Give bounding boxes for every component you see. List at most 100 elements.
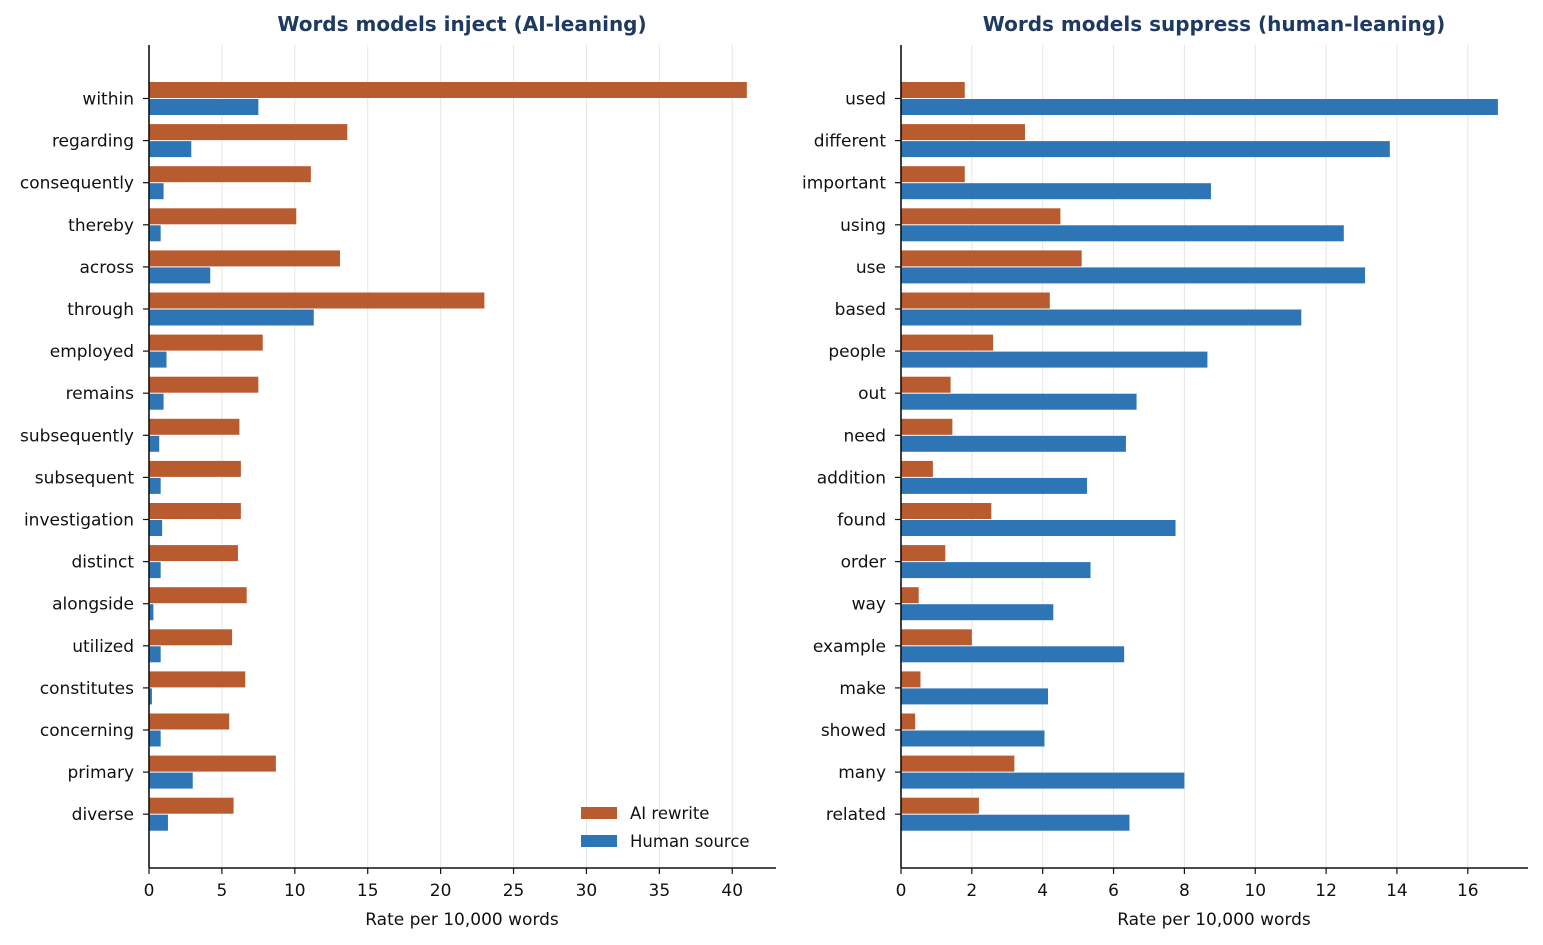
y-tick-label: used <box>845 90 886 110</box>
y-tick-label: showed <box>821 721 886 741</box>
y-tick-label: diverse <box>72 805 134 825</box>
bar-human-subsequently <box>149 435 160 452</box>
bar-human-distinct <box>149 562 161 579</box>
left-chart-title: Words models inject (AI-leaning) <box>277 12 646 36</box>
bar-ai-use <box>901 250 1082 267</box>
x-tick-label: 35 <box>649 881 671 901</box>
x-tick-label: 4 <box>1037 881 1048 901</box>
y-tick-label: use <box>856 258 886 278</box>
bar-ai-employed <box>149 334 263 351</box>
bar-human-investigation <box>149 520 163 536</box>
bar-human-thereby <box>149 225 161 242</box>
bar-human-diverse <box>149 814 168 831</box>
x-tick-label: 20 <box>430 881 452 901</box>
y-tick-label: thereby <box>68 216 134 236</box>
bar-human-across <box>149 267 211 284</box>
y-tick-label: constitutes <box>40 679 134 699</box>
bar-human-utilized <box>149 646 161 663</box>
x-tick-label: 5 <box>216 881 227 901</box>
bar-human-example <box>901 646 1125 663</box>
right-chart-xlabel: Rate per 10,000 words <box>1117 910 1311 930</box>
y-tick-label: found <box>837 511 886 531</box>
bar-human-make <box>901 688 1049 705</box>
left-chart-panel: Words models inject (AI-leaning) Rate pe… <box>20 12 776 930</box>
bar-ai-using <box>901 208 1061 225</box>
bar-ai-primary <box>149 755 276 772</box>
y-tick-label: subsequently <box>20 426 134 446</box>
bar-ai-through <box>149 292 485 309</box>
bar-ai-diverse <box>149 797 234 814</box>
x-tick-label: 10 <box>284 881 306 901</box>
y-tick-label: alongside <box>52 595 134 615</box>
y-tick-label: concerning <box>40 721 134 741</box>
y-tick-label: regarding <box>52 132 134 152</box>
bar-human-employed <box>149 351 167 368</box>
x-tick-label: 2 <box>966 881 977 901</box>
bar-human-use <box>901 267 1366 284</box>
bar-human-important <box>901 183 1211 200</box>
bar-ai-subsequent <box>149 460 241 477</box>
bar-human-concerning <box>149 730 161 747</box>
x-tick-label: 30 <box>576 881 598 901</box>
bar-ai-found <box>901 503 992 519</box>
bar-ai-concerning <box>149 713 230 730</box>
bar-human-way <box>901 604 1054 621</box>
bar-ai-showed <box>901 713 916 730</box>
bar-ai-remains <box>149 376 259 393</box>
y-tick-label: subsequent <box>35 468 135 488</box>
y-tick-label: addition <box>817 468 886 488</box>
x-tick-label: 25 <box>503 881 525 901</box>
bar-ai-need <box>901 418 953 435</box>
x-tick-label: 16 <box>1457 881 1479 901</box>
bar-ai-based <box>901 292 1050 309</box>
bars <box>901 82 1498 831</box>
x-tick-label: 10 <box>1244 881 1266 901</box>
bar-ai-addition <box>901 460 933 477</box>
y-tick-label: consequently <box>20 174 134 194</box>
legend-label-ai: AI rewrite <box>630 804 709 823</box>
bar-human-showed <box>901 730 1045 747</box>
y-tick-label: different <box>814 132 887 152</box>
x-gridlines <box>971 45 1469 868</box>
y-tick-label: make <box>839 679 886 699</box>
legend-swatch-ai <box>581 807 617 819</box>
y-tick-label: through <box>67 300 134 320</box>
bar-ai-across <box>149 250 341 267</box>
x-tick-label: 0 <box>896 881 907 901</box>
bar-ai-investigation <box>149 503 241 519</box>
y-tick-label: related <box>826 805 886 825</box>
bar-human-different <box>901 141 1390 158</box>
legend-label-human: Human source <box>630 832 750 851</box>
x-tick-label: 6 <box>1108 881 1119 901</box>
y-tick-label: primary <box>67 763 134 783</box>
bar-ai-make <box>901 671 921 688</box>
bars <box>149 82 747 831</box>
right-chart-title: Words models suppress (human-leaning) <box>983 12 1446 36</box>
bar-ai-used <box>901 82 965 98</box>
bar-human-based <box>901 309 1302 326</box>
x-tick-label: 12 <box>1315 881 1337 901</box>
bar-ai-thereby <box>149 208 297 225</box>
bar-ai-consequently <box>149 166 311 183</box>
bar-ai-constitutes <box>149 671 246 688</box>
y-tick-label: using <box>840 216 886 236</box>
bar-ai-example <box>901 629 972 646</box>
bar-ai-related <box>901 797 979 814</box>
bar-human-need <box>901 435 1126 452</box>
y-tick-label: investigation <box>24 511 134 531</box>
bar-human-out <box>901 393 1137 410</box>
x-tick-label: 15 <box>357 881 379 901</box>
right-chart-panel: Words models suppress (human-leaning) Ra… <box>802 12 1528 930</box>
y-tick-label: within <box>82 90 134 110</box>
left-chart-xlabel: Rate per 10,000 words <box>365 910 559 930</box>
y-tick-label: many <box>838 763 886 783</box>
bar-human-subsequent <box>149 477 161 494</box>
y-tick-label: based <box>835 300 886 320</box>
y-tick-label: need <box>844 426 886 446</box>
bar-ai-distinct <box>149 545 238 562</box>
bar-ai-many <box>901 755 1015 772</box>
bar-ai-way <box>901 587 919 604</box>
bar-human-constitutes <box>149 688 152 705</box>
bar-ai-regarding <box>149 124 348 141</box>
